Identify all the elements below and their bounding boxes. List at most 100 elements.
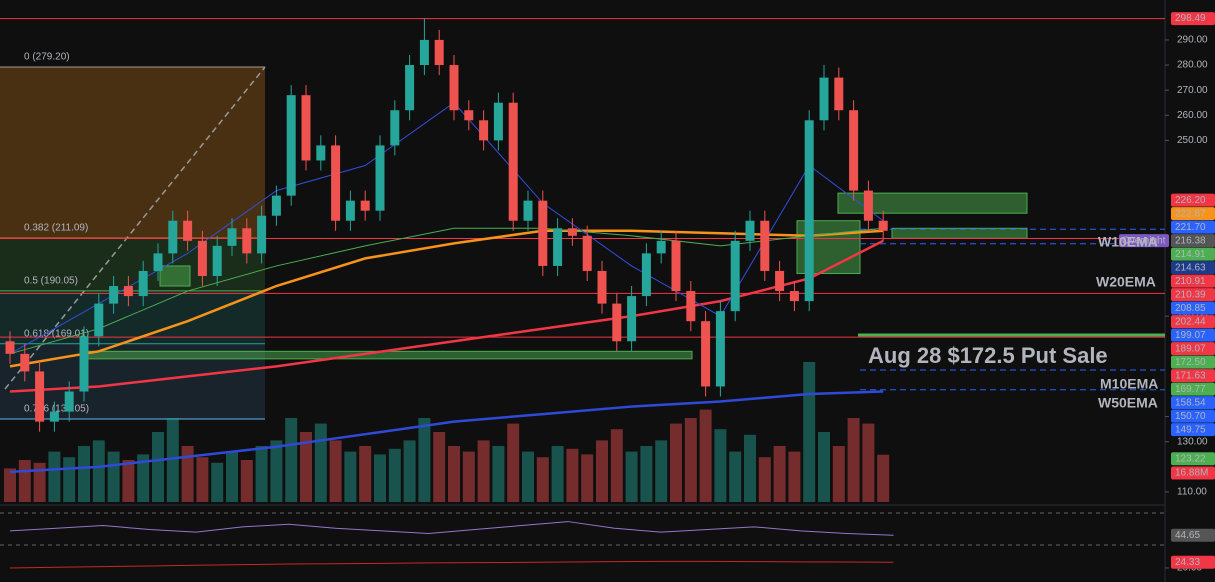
volume-bar: [166, 418, 179, 502]
candle-body: [5, 341, 15, 354]
fib-band: [0, 67, 265, 239]
volume-tag: [1171, 466, 1215, 480]
candle-body: [212, 245, 222, 276]
fib-label: 0 (279.20): [24, 52, 70, 63]
price-tag: [1171, 328, 1215, 342]
volume-bar: [788, 451, 801, 502]
overnight-tag: [1119, 234, 1169, 248]
price-tag-label: 202.44: [1175, 316, 1206, 327]
volume-bar: [699, 409, 712, 502]
overnight-label: Overnight: [1122, 235, 1166, 246]
candle-body: [715, 311, 725, 387]
volume-bar: [211, 462, 224, 502]
volume-bar: [137, 454, 150, 502]
candle-body: [109, 286, 119, 304]
price-tag-label: 298.49: [1175, 13, 1206, 24]
adx-line: [9, 560, 894, 569]
candle-body: [760, 220, 770, 271]
price-tag-label: 123.22: [1175, 453, 1206, 464]
volume-bar: [477, 440, 490, 502]
price-tag: [1171, 12, 1215, 26]
price-tag: [1171, 409, 1215, 423]
price-tag-label: 226.20: [1175, 195, 1206, 206]
y-tick-label: 130.00: [1177, 436, 1208, 447]
y-tick-label: 270.00: [1177, 85, 1208, 96]
y-tick-label: 280.00: [1177, 60, 1208, 71]
price-tag-label: 171.63: [1175, 370, 1206, 381]
candle-body: [375, 145, 385, 211]
candle-body: [316, 145, 326, 161]
volume-bar: [803, 362, 816, 502]
candle-body: [567, 228, 577, 236]
candle-body: [360, 200, 370, 211]
volume-bar: [581, 454, 594, 502]
annotation: W10EMA: [1098, 234, 1158, 250]
volume-bar: [536, 457, 549, 502]
volume-bar: [655, 440, 668, 502]
candle-body: [775, 270, 785, 292]
volume-bar: [314, 423, 327, 502]
candle-body: [479, 120, 489, 141]
y-tick-label: 110.00: [1177, 487, 1207, 498]
candle-body: [538, 200, 548, 266]
candle-body: [301, 95, 311, 161]
volume-bar: [270, 440, 283, 502]
candle-body: [94, 303, 104, 337]
price-tag-label: 216.38: [1175, 235, 1206, 246]
price-tag: [1171, 355, 1215, 369]
fib-label: 0.5 (190.05): [24, 276, 78, 287]
price-tag-label: 189.07: [1175, 343, 1206, 354]
volume-bar: [78, 446, 90, 502]
price-tag: [1171, 301, 1215, 315]
volume-bar: [285, 418, 298, 502]
volume-bar: [492, 446, 505, 502]
candle-body: [464, 110, 474, 121]
annotation: Aug 28 $172.5 Put Sale: [868, 343, 1108, 368]
candle-body: [686, 291, 696, 322]
volume-bar: [329, 440, 342, 502]
candle-body: [35, 371, 45, 422]
price-tag-label: 214.91: [1175, 249, 1206, 260]
volume-bar: [610, 429, 623, 502]
price-tag: [1171, 382, 1215, 396]
candle-body: [183, 220, 193, 241]
candle-body: [508, 102, 518, 221]
price-tag: [1171, 342, 1215, 356]
candle-body: [656, 240, 666, 254]
candle-body: [523, 200, 533, 221]
ema-line: [9, 390, 884, 474]
volume-bar: [640, 446, 653, 502]
candle-body: [863, 190, 873, 221]
price-tag: [1171, 423, 1215, 437]
candle-body: [730, 240, 740, 312]
candle-body: [449, 65, 459, 111]
candle-body: [20, 353, 30, 372]
volume-bar: [684, 418, 697, 502]
candle-body: [804, 120, 814, 302]
volume-bar: [63, 457, 76, 502]
candle-body: [878, 220, 888, 231]
zone: [159, 265, 191, 287]
volume-bar: [744, 434, 756, 502]
fib-trend: [4, 66, 266, 390]
volume-bar: [122, 460, 135, 502]
volume-bar: [226, 451, 238, 502]
volume-tag-label: 16.88M: [1175, 468, 1208, 479]
volume-bar: [48, 451, 61, 502]
candle-body: [286, 95, 296, 196]
price-tag-label: 169.77: [1175, 384, 1206, 395]
volume-bar: [847, 418, 860, 502]
price-tag-label: 150.70: [1175, 411, 1206, 422]
zone: [891, 227, 1028, 239]
candle-body: [227, 228, 237, 246]
volume-bar: [255, 446, 268, 502]
candle-body: [849, 110, 859, 191]
candle-body: [49, 411, 59, 422]
volume-bar: [448, 446, 460, 502]
price-tag: [1171, 274, 1215, 288]
volume-bar: [566, 448, 579, 502]
candle-body: [641, 253, 651, 297]
fib-label: 0.618 (169.01): [24, 328, 89, 339]
candle-body: [612, 303, 622, 342]
zone: [837, 192, 1028, 214]
